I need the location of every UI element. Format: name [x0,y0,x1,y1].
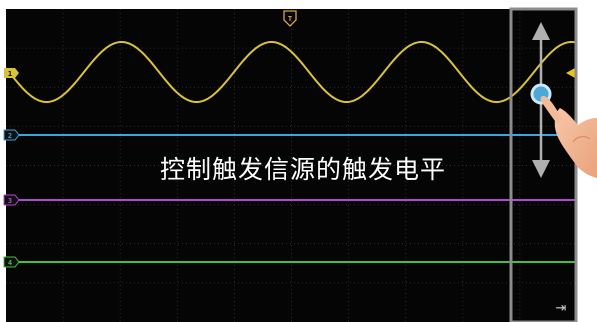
channel-1-marker[interactable]: 1 [4,68,19,78]
arrow-down-icon[interactable] [532,160,550,178]
hand-pointer-icon [540,95,597,178]
trigger-position-label: T [288,15,292,23]
channel-4-label: 4 [8,259,12,267]
channel-2-label: 2 [8,132,12,140]
channel-1-waveform [5,41,577,103]
exit-icon[interactable]: ⇥ [556,301,567,316]
channel-3-label: 3 [8,197,12,205]
channel-3-marker[interactable]: 3 [3,194,20,206]
trigger-level-marker[interactable] [566,68,575,78]
channel-4-marker[interactable]: 4 [3,256,20,268]
trigger-position-marker[interactable]: T [283,10,297,27]
channel-1-label: 1 [8,70,12,78]
annotation-text: 控制触发信源的触发电平 [160,155,447,184]
arrow-up-icon[interactable] [532,22,550,40]
graticule-grid [6,9,577,322]
channel-2-marker[interactable]: 2 [3,129,20,141]
